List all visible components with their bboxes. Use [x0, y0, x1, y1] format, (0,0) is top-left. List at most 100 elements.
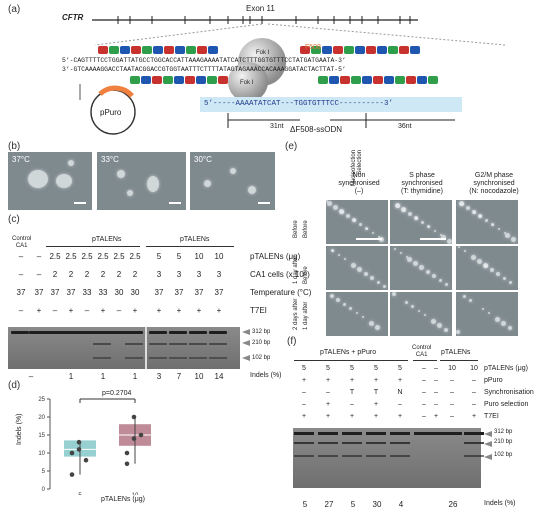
c-indel-value: 1	[68, 372, 74, 381]
f-band-cleaved	[342, 442, 362, 444]
e-row-selection: Before	[303, 266, 309, 284]
c-cell: 37	[174, 288, 184, 297]
c-cell: 2.5	[113, 252, 125, 261]
c-band-102: 102 bp	[252, 355, 271, 361]
e-col-1: Non synchronised (–)	[338, 172, 380, 195]
f-band-full	[464, 432, 484, 435]
f508-label: F508	[305, 44, 321, 51]
e-micrograph	[326, 292, 388, 336]
fok1-top: Fok I	[256, 50, 270, 56]
f-cell: +	[325, 413, 331, 420]
panel-f-label: (f)	[287, 336, 297, 347]
f-group2-header: pTALENs	[441, 349, 471, 356]
c-cell: 37	[16, 288, 26, 297]
c-cell: 2	[100, 270, 106, 279]
f-cell: T	[349, 389, 355, 396]
ssodn-name: ΔF508-ssODN	[290, 125, 343, 134]
c-cell: 5	[176, 252, 182, 261]
f-cell: 5	[326, 365, 330, 372]
micrograph-37	[8, 152, 92, 210]
f-row-label: T7EI	[484, 413, 499, 420]
c-cell: 3	[156, 270, 162, 279]
e-row-nucleofection: Before	[293, 220, 299, 238]
c-band-full	[109, 331, 127, 334]
f-row-label: pPuro	[484, 377, 503, 384]
c-band-cleaved-small	[149, 357, 167, 359]
c-band-cleaved	[93, 343, 111, 345]
f-band-cleaved	[464, 442, 484, 444]
f-cell: +	[325, 377, 331, 384]
f-cell: –	[422, 365, 426, 372]
f-cell: N	[397, 389, 403, 396]
f-cell: –	[450, 377, 454, 384]
panel-e-label: (e)	[285, 141, 298, 152]
c-indel-value: 7	[176, 372, 182, 381]
e-micrograph	[390, 292, 452, 336]
f-cell: +	[301, 413, 307, 420]
f-cell: –	[350, 401, 354, 408]
c-indel-value: 14	[214, 372, 224, 381]
f-band-full	[414, 432, 434, 435]
f-band-cleaved	[390, 442, 410, 444]
c-cell: +	[196, 306, 202, 315]
c-cell: –	[36, 270, 42, 279]
e-micrograph	[456, 200, 518, 244]
d-ytick-label: 15	[38, 433, 45, 439]
c-band-full	[93, 331, 111, 334]
f-cell: +	[301, 377, 307, 384]
c-cell: –	[18, 270, 24, 279]
d-point	[69, 450, 75, 456]
f-cell: +	[373, 413, 379, 420]
f-cell: +	[397, 377, 403, 384]
c-band-cleaved-small	[189, 357, 207, 359]
e-micrograph	[326, 246, 388, 290]
f-cell: –	[450, 389, 454, 396]
f-cell: +	[471, 413, 477, 420]
f-indel-value: 4	[398, 500, 404, 509]
panel-a-label: (a)	[8, 4, 21, 15]
c-cell: 2	[52, 270, 58, 279]
f-band-312: 312 bp	[494, 429, 513, 435]
exon-label: Exon 11	[246, 4, 275, 13]
c-cell: 3	[196, 270, 202, 279]
f-band-full	[342, 432, 362, 435]
f-row-label: pTALENs (μg)	[484, 365, 528, 372]
f-band-full	[442, 432, 462, 435]
f-cell: +	[349, 413, 355, 420]
f-cell: 5	[302, 365, 306, 372]
c-cell: 2	[116, 270, 122, 279]
f-cell: –	[472, 401, 476, 408]
f-band-full	[294, 432, 314, 435]
e-row-selection: 1 day after	[303, 301, 309, 330]
f-band-cleaved-small	[294, 455, 314, 457]
f-indel-value: 30	[372, 500, 382, 509]
f-band-cleaved	[294, 442, 314, 444]
d-box-chart: 0 5 10 15 20 25 5 10	[38, 397, 151, 495]
f-indels-label: Indels (%)	[484, 500, 516, 507]
f-band-full	[426, 432, 446, 435]
f-group2-bar	[440, 360, 478, 361]
temp-30: 30°C	[194, 155, 212, 164]
f-cell: 10	[470, 365, 478, 372]
d-xtick-label: 10	[132, 493, 139, 495]
gene-name: CFTR	[62, 13, 84, 22]
c-band-full	[125, 331, 143, 334]
e-col-3: G2/M phase synchronised (N: nocodazole)	[469, 172, 519, 195]
c-cell: 10	[194, 252, 204, 261]
fok1-bottom: Fok I	[240, 80, 254, 86]
ssodn-sequence: 5’-----AAAATATCAT---TGGTGTTTCC----------…	[204, 100, 394, 108]
c-cell: 37	[194, 288, 204, 297]
f-cell: +	[349, 377, 355, 384]
f-cell: +	[373, 401, 379, 408]
e-row-nucleofection: 2 days after	[293, 298, 299, 330]
f-cell: 5	[350, 365, 354, 372]
f-cell: –	[472, 377, 476, 384]
c-band-full	[11, 331, 29, 334]
c-indel-value: 1	[132, 372, 138, 381]
d-p-value: p=0.2704	[102, 390, 132, 397]
f-band-cleaved-small	[464, 455, 484, 457]
f-cell: –	[422, 413, 426, 420]
f-cell: –	[450, 413, 454, 420]
panel-a-diagram	[79, 16, 506, 135]
c-cell: +	[216, 306, 222, 315]
